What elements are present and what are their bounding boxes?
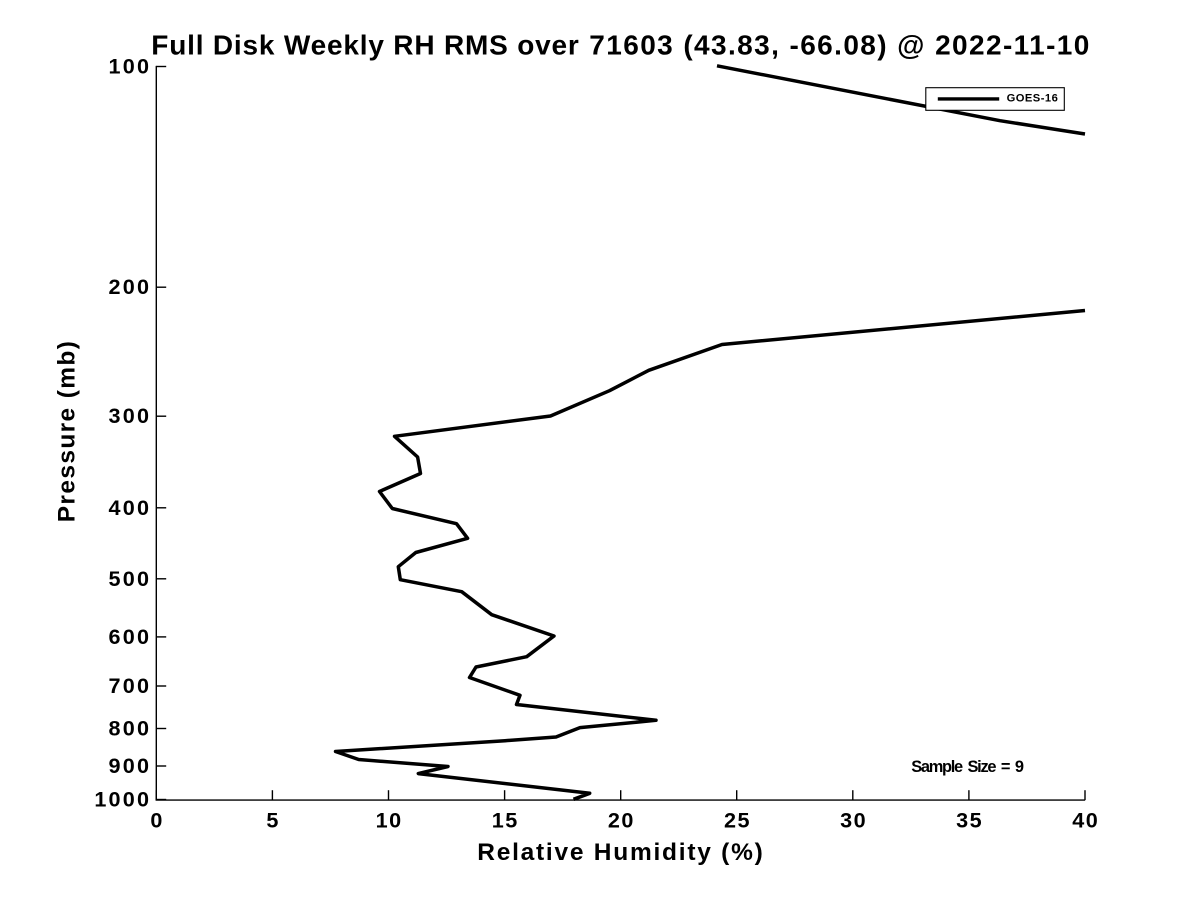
svg-text:25: 25	[724, 808, 751, 833]
svg-text:100: 100	[109, 54, 152, 79]
svg-text:Sample Size = 9: Sample Size = 9	[911, 758, 1024, 776]
svg-text:900: 900	[109, 753, 152, 778]
svg-text:500: 500	[109, 566, 152, 591]
svg-text:0: 0	[150, 808, 164, 833]
svg-text:GOES-16: GOES-16	[1007, 93, 1059, 105]
svg-text:Full Disk Weekly RH RMS over: Full Disk Weekly RH RMS over	[151, 29, 579, 60]
svg-text:35: 35	[956, 808, 983, 833]
svg-text:400: 400	[109, 495, 152, 520]
svg-text:200: 200	[109, 274, 152, 299]
svg-text:800: 800	[109, 716, 152, 741]
svg-text:10: 10	[376, 808, 403, 833]
svg-text:700: 700	[109, 673, 152, 698]
svg-text:71603 (43.83, -66.08) @ 2022-1: 71603 (43.83, -66.08) @ 2022-11-10	[589, 29, 1090, 60]
svg-text:Relative Humidity (%): Relative Humidity (%)	[477, 839, 764, 866]
svg-text:Pressure (mb): Pressure (mb)	[54, 340, 81, 523]
svg-text:15: 15	[492, 808, 519, 833]
svg-text:20: 20	[608, 808, 635, 833]
svg-text:300: 300	[109, 403, 152, 428]
svg-text:1000: 1000	[94, 787, 151, 812]
svg-text:5: 5	[266, 808, 280, 833]
svg-text:600: 600	[109, 624, 152, 649]
svg-text:30: 30	[840, 808, 867, 833]
svg-text:40: 40	[1072, 808, 1099, 833]
